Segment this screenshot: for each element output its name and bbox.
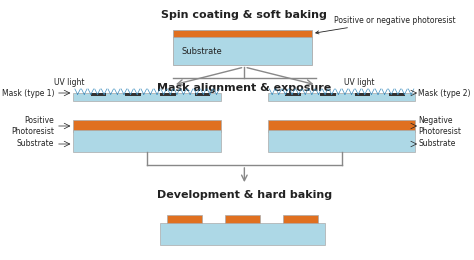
FancyBboxPatch shape (173, 30, 312, 37)
Text: Mask (type 2): Mask (type 2) (418, 88, 471, 98)
FancyBboxPatch shape (73, 120, 221, 132)
FancyBboxPatch shape (173, 37, 312, 65)
Bar (126, 93, 141, 96)
Text: UV light: UV light (344, 78, 374, 87)
Bar (355, 93, 370, 96)
Text: UV light: UV light (54, 78, 84, 87)
FancyBboxPatch shape (268, 120, 415, 132)
Bar (160, 93, 176, 96)
FancyBboxPatch shape (160, 223, 325, 245)
Text: Substrate: Substrate (418, 140, 456, 148)
Text: Substrate: Substrate (17, 140, 54, 148)
Text: Development & hard baking: Development & hard baking (157, 190, 332, 200)
Bar (195, 93, 210, 96)
Text: Mask (type 1): Mask (type 1) (2, 88, 54, 98)
Bar (320, 93, 336, 96)
Bar (91, 93, 106, 96)
FancyBboxPatch shape (73, 130, 221, 152)
Text: Positive or negative photoresist: Positive or negative photoresist (316, 16, 456, 34)
FancyBboxPatch shape (167, 215, 202, 223)
FancyBboxPatch shape (73, 93, 221, 101)
FancyBboxPatch shape (283, 215, 318, 223)
Bar (285, 93, 301, 96)
Text: Positive
Photoresist: Positive Photoresist (11, 116, 54, 136)
Bar (389, 93, 405, 96)
FancyBboxPatch shape (268, 130, 415, 152)
FancyBboxPatch shape (225, 215, 260, 223)
Text: Mask alignment & exposure: Mask alignment & exposure (157, 83, 331, 93)
Text: Negative
Photoresist: Negative Photoresist (418, 116, 461, 136)
FancyBboxPatch shape (268, 93, 415, 101)
Text: Spin coating & soft baking: Spin coating & soft baking (162, 10, 328, 20)
Text: Substrate: Substrate (182, 47, 223, 55)
